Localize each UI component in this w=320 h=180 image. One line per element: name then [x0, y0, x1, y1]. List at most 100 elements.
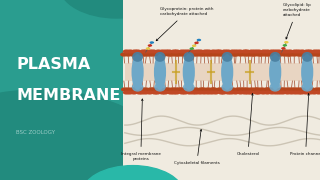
Circle shape	[179, 52, 186, 57]
Circle shape	[317, 87, 320, 92]
Circle shape	[218, 52, 226, 57]
Circle shape	[309, 52, 317, 57]
Circle shape	[224, 50, 232, 53]
Circle shape	[253, 91, 260, 95]
Circle shape	[123, 50, 130, 53]
Ellipse shape	[269, 54, 281, 90]
Circle shape	[262, 52, 269, 57]
Circle shape	[171, 50, 178, 53]
Circle shape	[221, 52, 229, 57]
Circle shape	[157, 52, 165, 57]
Circle shape	[295, 91, 303, 95]
Circle shape	[268, 91, 276, 95]
Circle shape	[178, 50, 186, 53]
Circle shape	[225, 91, 232, 95]
Circle shape	[212, 91, 219, 95]
Circle shape	[225, 87, 233, 92]
Circle shape	[276, 91, 283, 95]
Circle shape	[175, 87, 183, 92]
Circle shape	[255, 52, 263, 57]
Circle shape	[131, 87, 139, 92]
Circle shape	[190, 52, 197, 57]
Circle shape	[286, 52, 294, 57]
Ellipse shape	[302, 52, 313, 62]
Circle shape	[263, 87, 270, 92]
Circle shape	[142, 87, 150, 92]
Circle shape	[281, 52, 288, 57]
Circle shape	[182, 52, 190, 57]
Circle shape	[283, 50, 290, 53]
Circle shape	[129, 87, 137, 92]
Circle shape	[162, 50, 170, 53]
Circle shape	[286, 50, 293, 53]
Ellipse shape	[154, 54, 166, 90]
Circle shape	[146, 47, 150, 50]
Circle shape	[299, 50, 306, 53]
Circle shape	[295, 50, 302, 53]
Circle shape	[276, 52, 284, 57]
Circle shape	[126, 50, 134, 53]
Circle shape	[139, 87, 146, 92]
Circle shape	[277, 87, 285, 92]
Circle shape	[313, 87, 320, 92]
Circle shape	[201, 91, 208, 95]
Circle shape	[252, 50, 259, 53]
Circle shape	[232, 91, 239, 95]
Circle shape	[230, 52, 238, 57]
Circle shape	[241, 50, 248, 53]
Circle shape	[181, 91, 189, 95]
Circle shape	[146, 91, 153, 95]
Circle shape	[244, 52, 252, 57]
Circle shape	[170, 91, 177, 95]
Circle shape	[264, 50, 271, 53]
Circle shape	[216, 87, 223, 92]
Circle shape	[197, 50, 204, 53]
Circle shape	[140, 50, 147, 53]
Circle shape	[132, 52, 140, 57]
Circle shape	[229, 87, 237, 92]
Circle shape	[196, 91, 204, 95]
Circle shape	[255, 91, 262, 95]
Ellipse shape	[269, 83, 281, 92]
Circle shape	[123, 91, 130, 95]
Circle shape	[237, 91, 244, 95]
Circle shape	[213, 50, 221, 53]
Circle shape	[121, 87, 129, 92]
Ellipse shape	[222, 52, 233, 62]
Circle shape	[265, 87, 272, 92]
Circle shape	[216, 50, 223, 53]
Circle shape	[161, 91, 169, 95]
Circle shape	[149, 52, 157, 57]
Ellipse shape	[132, 52, 143, 62]
Circle shape	[147, 87, 155, 92]
Bar	[123, 0, 320, 180]
Circle shape	[258, 87, 266, 92]
Circle shape	[185, 50, 192, 53]
Circle shape	[221, 50, 228, 53]
Text: Protein channel: Protein channel	[290, 94, 320, 156]
Circle shape	[295, 52, 303, 57]
Circle shape	[120, 52, 128, 57]
Circle shape	[284, 41, 289, 44]
Ellipse shape	[155, 52, 165, 62]
Circle shape	[265, 52, 273, 57]
Circle shape	[194, 50, 201, 53]
Circle shape	[241, 91, 248, 95]
Circle shape	[280, 50, 287, 53]
Circle shape	[173, 91, 180, 95]
Circle shape	[130, 91, 138, 95]
Circle shape	[258, 52, 265, 57]
Circle shape	[232, 52, 240, 57]
Circle shape	[192, 44, 196, 47]
Circle shape	[175, 52, 182, 57]
Circle shape	[204, 91, 212, 95]
Circle shape	[251, 52, 259, 57]
Circle shape	[197, 52, 205, 57]
Circle shape	[205, 50, 212, 53]
Circle shape	[237, 52, 244, 57]
Circle shape	[229, 50, 236, 53]
Circle shape	[236, 50, 244, 53]
Circle shape	[189, 91, 197, 95]
Circle shape	[272, 50, 279, 53]
Circle shape	[164, 87, 172, 92]
